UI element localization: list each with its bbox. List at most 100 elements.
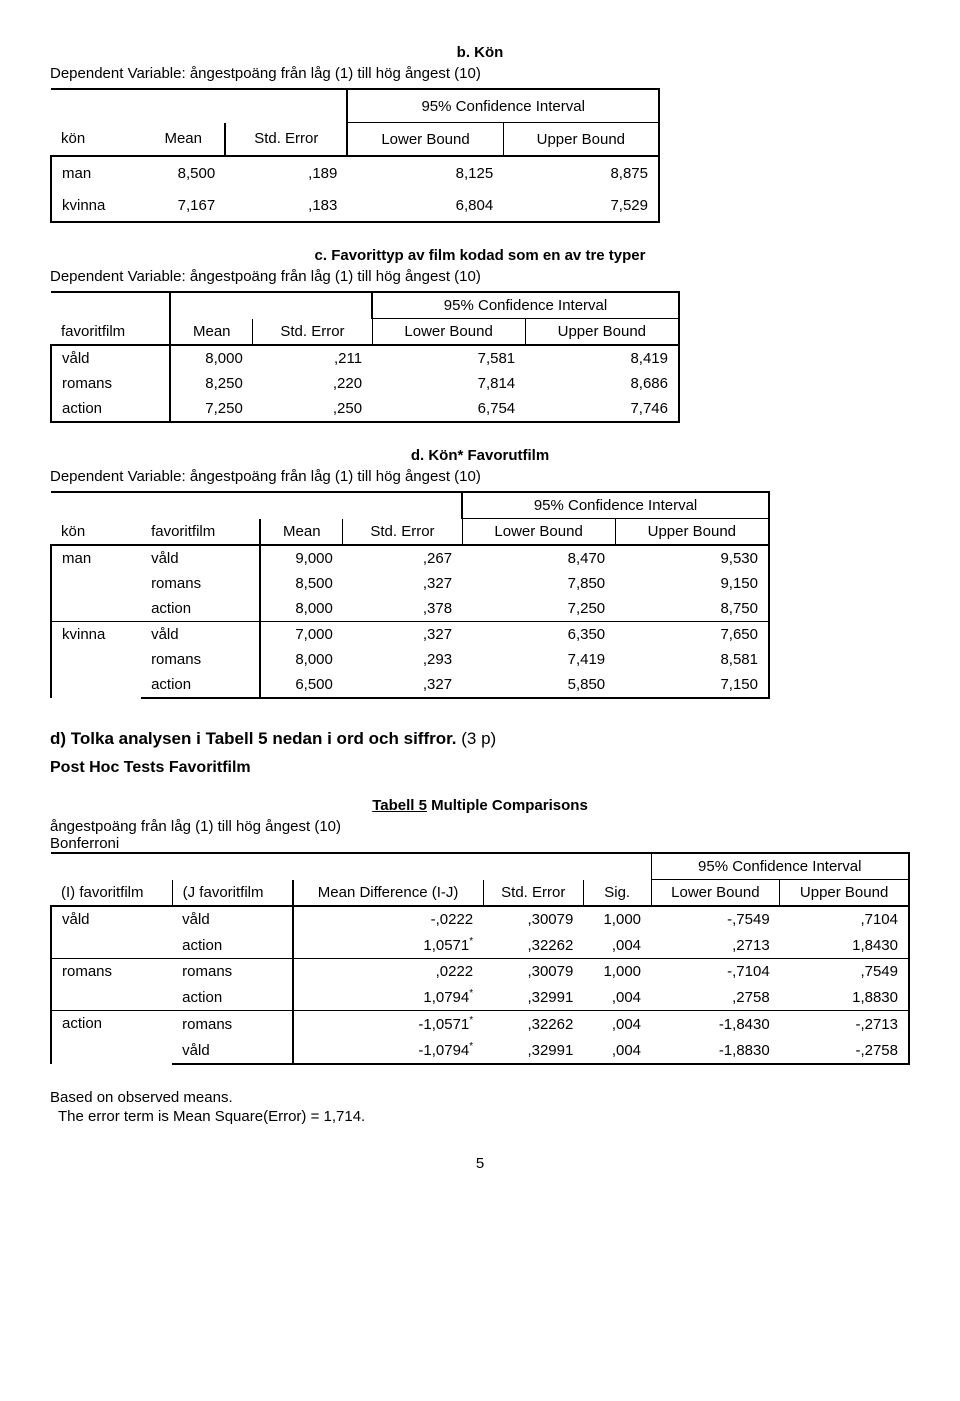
group-label: action	[51, 1011, 172, 1065]
cell: -1,0571*	[293, 1011, 484, 1038]
cell: -,2713	[780, 1011, 909, 1038]
section-d-title: d. Kön* Favorutfilm	[50, 447, 910, 464]
col-favoritfilm: favoritfilm	[141, 519, 260, 546]
col-ub: Upper Bound	[503, 123, 659, 157]
table-b-ci: 95% Confidence Interval	[347, 89, 659, 123]
col-kon: kön	[51, 123, 142, 157]
cell: 1,0571*	[293, 932, 484, 959]
cell: 6,754	[372, 396, 525, 422]
cell: 7,250	[462, 596, 615, 622]
col-lb: Lower Bound	[372, 319, 525, 346]
cell: 8,500	[260, 571, 343, 596]
page-number: 5	[50, 1155, 910, 1172]
col-mean: Mean	[142, 123, 225, 157]
group-label: kvinna	[51, 622, 141, 699]
section-c-title: c. Favorittyp av film kodad som en av tr…	[50, 247, 910, 264]
cell: 8,419	[525, 345, 679, 371]
cell: ,004	[583, 932, 651, 959]
table5-rest: Multiple Comparisons	[431, 797, 588, 814]
col-ub: Upper Bound	[780, 880, 909, 907]
table5: 95% Confidence Interval (I) favoritfilm …	[50, 852, 910, 1065]
cell: 7,529	[503, 189, 659, 222]
col-kon: kön	[51, 519, 141, 546]
cell: -,0222	[293, 906, 484, 932]
cell: -1,0794*	[293, 1037, 484, 1064]
cell: 8,750	[615, 596, 769, 622]
section-b-title: b. Kön	[50, 44, 910, 61]
cell: 7,650	[615, 622, 769, 648]
cell: 7,746	[525, 396, 679, 422]
col-mean: Mean	[260, 519, 343, 546]
cell: ,004	[583, 1011, 651, 1038]
col-lb: Lower Bound	[651, 880, 780, 907]
cell: -,7104	[651, 959, 780, 985]
cell: 8,470	[462, 545, 615, 571]
table-d: 95% Confidence Interval kön favoritfilm …	[50, 491, 770, 699]
table5-note1: Based on observed means.	[50, 1089, 910, 1106]
table-b: 95% Confidence Interval kön Mean Std. Er…	[50, 88, 660, 223]
cell: ,211	[253, 345, 372, 371]
col-ub: Upper Bound	[525, 319, 679, 346]
table5-ci: 95% Confidence Interval	[651, 853, 909, 880]
col-sig: Sig.	[583, 880, 651, 907]
cell: ,30079	[483, 906, 583, 932]
cell: 8,581	[615, 647, 769, 672]
cell: 6,500	[260, 672, 343, 698]
table-c-ci: 95% Confidence Interval	[372, 292, 679, 319]
cell: 7,000	[260, 622, 343, 648]
section-d-depvar: Dependent Variable: ångestpoäng från låg…	[50, 468, 910, 485]
table-row-label: romans	[172, 959, 292, 985]
col-stderr: Std. Error	[253, 319, 372, 346]
cell: ,32262	[483, 1011, 583, 1038]
cell: ,220	[253, 371, 372, 396]
question-d-pts: (3 p)	[461, 729, 496, 748]
cell: 1,000	[583, 959, 651, 985]
cell: 6,804	[347, 189, 503, 222]
col-mean: Mean	[170, 319, 253, 346]
cell: 7,167	[142, 189, 225, 222]
cell: ,327	[343, 622, 462, 648]
cell: 8,000	[260, 596, 343, 622]
cell: 1,8430	[780, 932, 909, 959]
table-row-label: man	[51, 156, 142, 189]
col-i: (I) favoritfilm	[51, 880, 172, 907]
cell: ,32991	[483, 1037, 583, 1064]
cell: -,2758	[780, 1037, 909, 1064]
table-row-label: action	[141, 672, 260, 698]
cell: 1,0794*	[293, 984, 484, 1011]
table-d-ci: 95% Confidence Interval	[462, 492, 769, 519]
posthoc-title: Post Hoc Tests Favoritfilm	[50, 759, 910, 777]
cell: 8,500	[142, 156, 225, 189]
cell: ,7549	[780, 959, 909, 985]
cell: 7,581	[372, 345, 525, 371]
cell: ,189	[225, 156, 347, 189]
cell: 9,530	[615, 545, 769, 571]
cell: 7,250	[170, 396, 253, 422]
group-label: våld	[51, 906, 172, 959]
table-c: 95% Confidence Interval favoritfilm Mean…	[50, 291, 680, 423]
question-d-text: d) Tolka analysen i Tabell 5 nedan i ord…	[50, 729, 457, 748]
table-row-label: romans	[141, 647, 260, 672]
cell: 7,419	[462, 647, 615, 672]
cell: 9,000	[260, 545, 343, 571]
cell: ,2713	[651, 932, 780, 959]
table-row-label: våld	[172, 1037, 292, 1064]
cell: 8,250	[170, 371, 253, 396]
cell: ,2758	[651, 984, 780, 1011]
cell: ,32262	[483, 932, 583, 959]
table-row-label: romans	[141, 571, 260, 596]
cell: 7,150	[615, 672, 769, 698]
col-stderr: Std. Error	[225, 123, 347, 157]
col-j: (J favoritfilm	[172, 880, 292, 907]
cell: 1,8830	[780, 984, 909, 1011]
question-d: d) Tolka analysen i Tabell 5 nedan i ord…	[50, 729, 910, 749]
table-row-label: action	[141, 596, 260, 622]
cell: ,327	[343, 672, 462, 698]
group-label: man	[51, 545, 141, 622]
cell: ,7104	[780, 906, 909, 932]
col-stderr: Std. Error	[343, 519, 462, 546]
section-b-depvar: Dependent Variable: ångestpoäng från låg…	[50, 65, 910, 82]
section-c-depvar: Dependent Variable: ångestpoäng från låg…	[50, 268, 910, 285]
cell: ,0222	[293, 959, 484, 985]
cell: ,267	[343, 545, 462, 571]
